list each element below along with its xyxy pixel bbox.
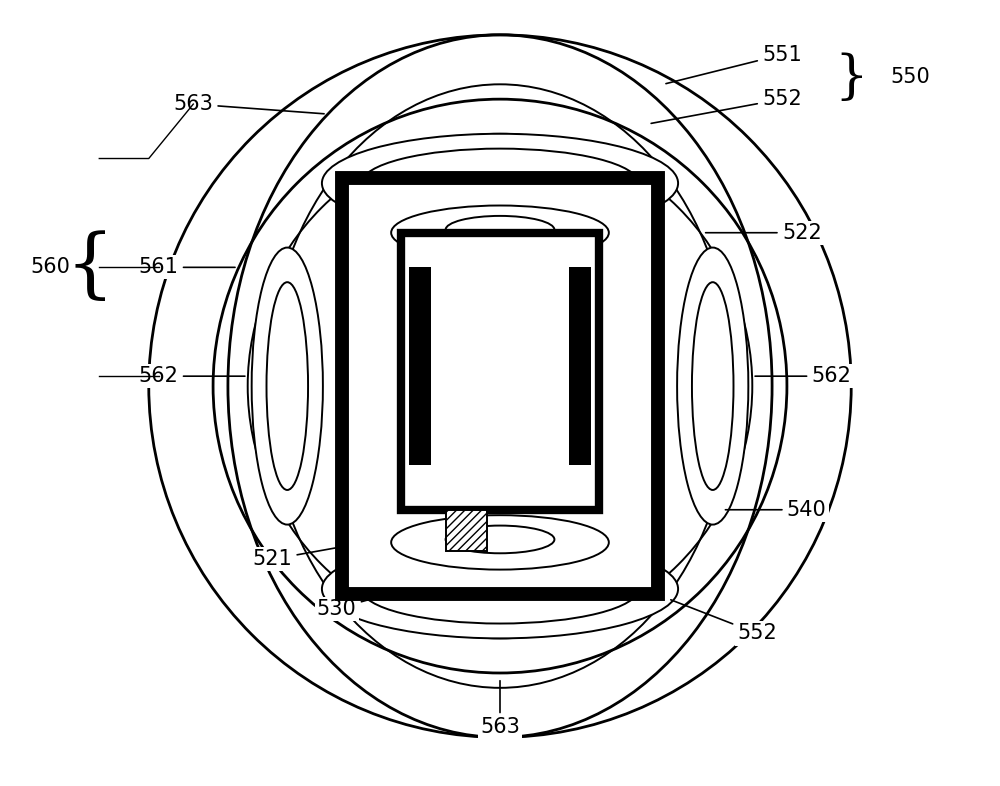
Ellipse shape: [252, 248, 323, 524]
FancyBboxPatch shape: [446, 510, 487, 551]
Ellipse shape: [322, 539, 678, 638]
Ellipse shape: [446, 526, 554, 553]
Text: 561: 561: [139, 257, 235, 277]
FancyBboxPatch shape: [409, 267, 431, 465]
Ellipse shape: [361, 554, 639, 623]
Text: 563: 563: [173, 94, 324, 114]
Text: 562: 562: [139, 366, 245, 386]
Ellipse shape: [391, 205, 609, 260]
FancyBboxPatch shape: [569, 267, 591, 465]
Ellipse shape: [361, 149, 639, 218]
Text: 552: 552: [651, 89, 802, 123]
Text: 510: 510: [537, 391, 599, 411]
Ellipse shape: [267, 282, 308, 490]
Ellipse shape: [677, 248, 748, 524]
Text: 530: 530: [317, 578, 443, 619]
FancyBboxPatch shape: [401, 233, 599, 510]
Text: }: }: [834, 52, 868, 103]
Ellipse shape: [446, 216, 554, 244]
Ellipse shape: [322, 134, 678, 233]
Text: 551: 551: [666, 45, 802, 83]
Text: 560: 560: [30, 257, 70, 277]
Text: 522: 522: [706, 222, 822, 243]
Text: 562: 562: [755, 366, 851, 386]
Text: 563: 563: [480, 681, 520, 737]
Text: 552: 552: [671, 600, 777, 644]
FancyBboxPatch shape: [342, 178, 658, 594]
Text: 521: 521: [253, 543, 364, 569]
Text: 550: 550: [891, 68, 931, 87]
Ellipse shape: [692, 282, 733, 490]
Ellipse shape: [391, 515, 609, 570]
Text: 540: 540: [725, 500, 827, 520]
Text: {: {: [65, 230, 114, 304]
